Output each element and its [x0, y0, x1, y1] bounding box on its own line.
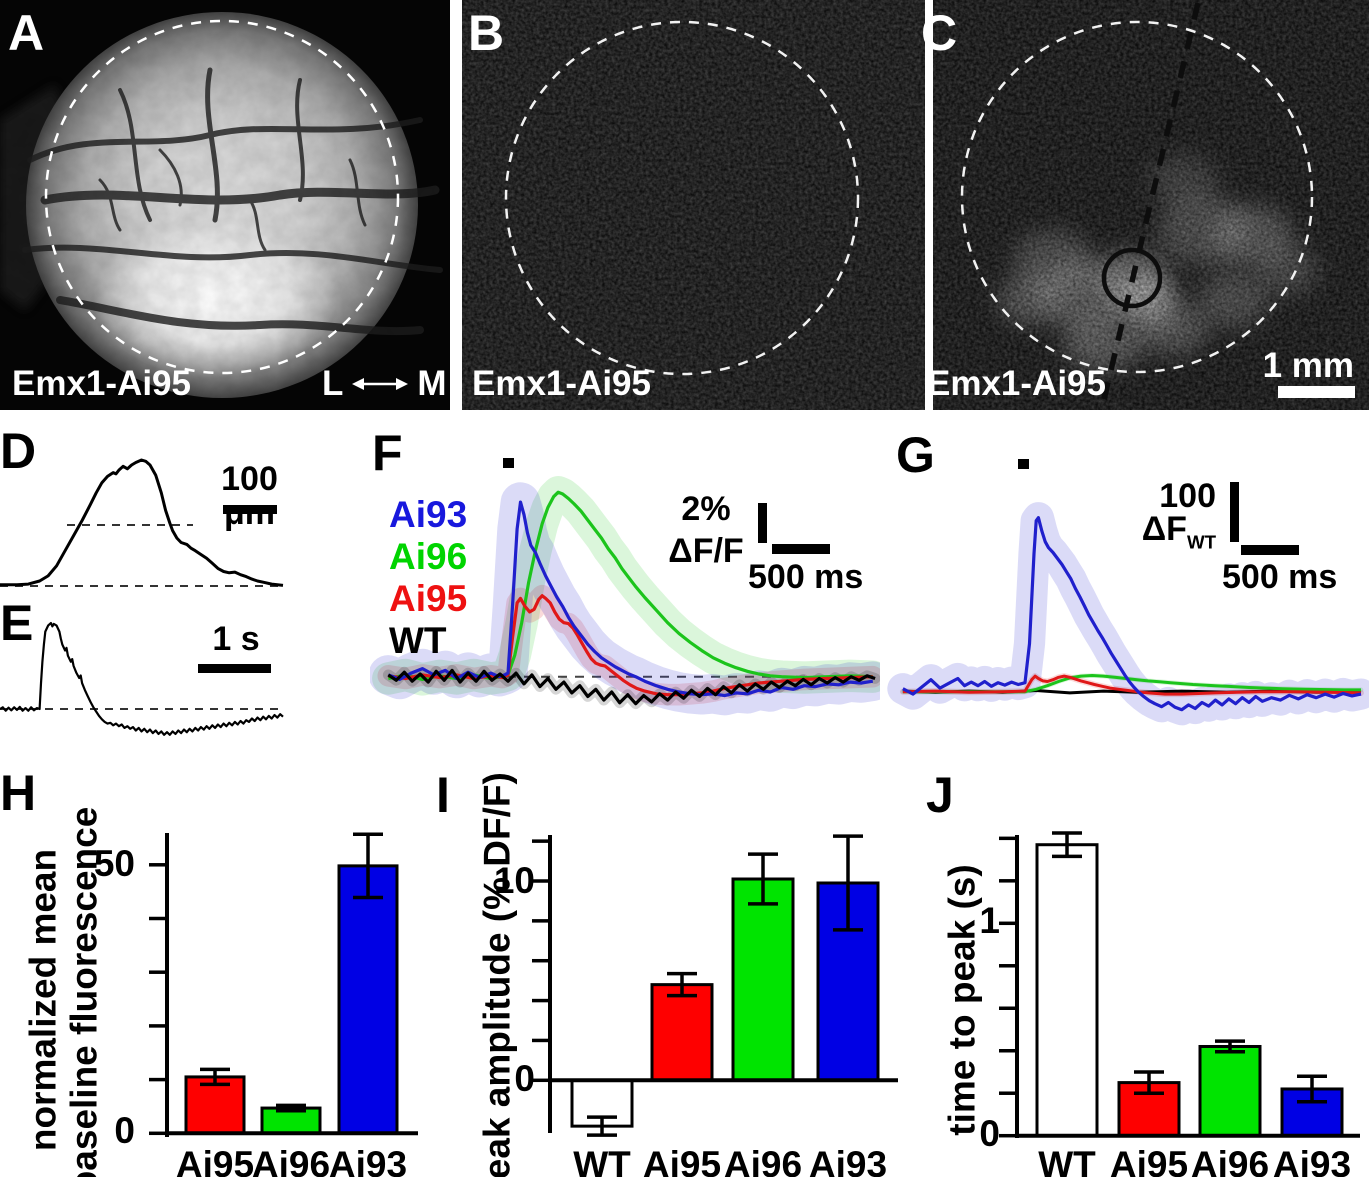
G-vscale-value: 100: [1159, 477, 1216, 515]
panel-letter-E: E: [0, 595, 34, 651]
panel-I-chart: [532, 834, 898, 1137]
H-tick-50: 50: [93, 843, 135, 884]
I-y-axis-label: peak amplitude (% DF/F): [476, 772, 518, 1177]
cranial-window-circle: [504, 20, 860, 376]
I-cat-Ai93: Ai93: [808, 1144, 888, 1177]
panel-DE-plot: [0, 458, 285, 736]
trace-Ai95: [902, 674, 1362, 696]
H-cat-Ai96: Ai96: [251, 1144, 331, 1177]
orientation-medial: M: [417, 364, 447, 403]
legend-Ai93: Ai93: [389, 494, 468, 535]
legend-Ai95: Ai95: [389, 578, 468, 619]
G-hscale-label: 500 ms: [1222, 558, 1338, 596]
J-cat-WT: WT: [1038, 1144, 1096, 1177]
J-cat-Ai93: Ai93: [1272, 1144, 1352, 1177]
legend-WT: WT: [389, 620, 447, 661]
panel-letter-H: H: [0, 765, 37, 821]
trace-WT: [387, 668, 876, 706]
panel-C-genotype-label: Emx1-Ai95: [927, 364, 1106, 403]
F-hscale-label: 500 ms: [748, 558, 864, 596]
panel-A-image: [0, 0, 450, 410]
I-tick-10: 10: [493, 860, 535, 901]
H-tick-0: 0: [114, 1110, 135, 1151]
J-tick-0: 0: [979, 1113, 1000, 1154]
panel-A-genotype-label: Emx1-Ai95: [12, 364, 191, 403]
I-cat-WT: WT: [573, 1144, 631, 1177]
panel-letter-A: A: [8, 5, 45, 61]
panel-G-plot: [887, 459, 1369, 726]
G-vscale-subscript: WT: [1186, 531, 1216, 553]
panel-B-genotype-label: Emx1-Ai95: [472, 364, 651, 403]
noise-light: [933, 0, 1369, 410]
noise-overlay: [0, 0, 450, 410]
roi-circle: [1101, 247, 1163, 309]
panel-letter-G: G: [896, 427, 935, 483]
trace-Ai93: [902, 516, 1362, 712]
horizontal-scalebar: [772, 544, 830, 554]
panel-B-image: [462, 0, 925, 410]
panel-letter-I: I: [436, 767, 450, 823]
vertical-scalebar: [758, 503, 767, 543]
bar-WT: [1035, 843, 1099, 1138]
panel-J-chart: [999, 831, 1360, 1138]
stimulus-tick: [503, 458, 514, 468]
panel-letter-J: J: [926, 767, 954, 823]
panel-letter-C: C: [921, 5, 958, 61]
J-tick-1: 1: [979, 900, 1000, 941]
vertical-scalebar: [1230, 482, 1239, 542]
cranial-window-circle: [44, 19, 400, 375]
F-vscale-unit: ΔF/F: [668, 532, 744, 570]
trace-Ai93: [387, 500, 874, 698]
cranial-window-circle: [960, 20, 1314, 374]
panel-letter-F: F: [372, 425, 403, 481]
G-vscale-unit: ΔFWT: [1141, 510, 1216, 553]
H-cat-Ai95: Ai95: [175, 1144, 255, 1177]
orientation-lateral: L: [322, 364, 344, 403]
bar-Ai96: [1198, 1044, 1262, 1138]
J-cat-Ai96: Ai96: [1190, 1144, 1270, 1177]
panel-F-plot: [370, 458, 880, 716]
panel-C-image: [933, 0, 1369, 410]
scalebar-1mm-label: 1 mm: [1262, 346, 1354, 385]
panel-letter-B: B: [468, 5, 505, 61]
I-tick-0: 0: [514, 1058, 535, 1099]
scalebar-1mm: [1278, 386, 1355, 398]
legend-Ai96: Ai96: [389, 536, 468, 577]
noise-light: [462, 0, 925, 410]
F-vscale-value: 2%: [681, 490, 731, 528]
stimulus-tick: [1018, 459, 1029, 469]
horizontal-scalebar: [1241, 545, 1299, 555]
bar-Ai93: [337, 864, 399, 1135]
I-cat-Ai95: Ai95: [642, 1144, 722, 1177]
scalebar-1s: [198, 664, 271, 673]
scalebar-100um: [223, 505, 277, 514]
trace-Ai96: [902, 674, 1361, 694]
section-line: [1099, 2, 1201, 409]
scalebar-100um-label: 100 μm: [221, 460, 278, 532]
panel-letter-D: D: [0, 423, 37, 479]
H-cat-Ai93: Ai93: [328, 1144, 408, 1177]
orientation-indicator: L M: [322, 366, 447, 401]
J-cat-Ai95: Ai95: [1109, 1144, 1189, 1177]
I-cat-Ai96: Ai96: [723, 1144, 803, 1177]
D-profile-trace: [0, 458, 284, 587]
bar-Ai95: [650, 983, 714, 1082]
E-time-trace: [0, 621, 284, 736]
panel-H-chart: [149, 832, 418, 1137]
bar-Ai95: [184, 1075, 246, 1135]
scalebar-1s-label: 1 s: [212, 620, 260, 658]
bar-Ai96: [731, 877, 795, 1082]
double-arrow-icon: [352, 377, 409, 390]
